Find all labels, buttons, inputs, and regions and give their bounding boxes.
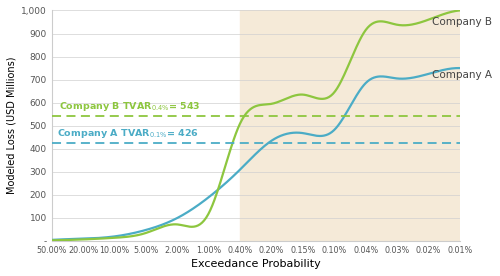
X-axis label: Exceedance Probability: Exceedance Probability [191, 259, 320, 269]
Text: Company A TVAR$_{0.1\%}$= 426: Company A TVAR$_{0.1\%}$= 426 [57, 127, 199, 140]
Text: Company B: Company B [432, 17, 492, 27]
Text: Company A: Company A [432, 70, 492, 80]
Text: Company B TVAR$_{0.4\%}$= 543: Company B TVAR$_{0.4\%}$= 543 [58, 100, 200, 113]
Y-axis label: Modeled Loss (USD Millions): Modeled Loss (USD Millions) [7, 57, 17, 195]
Bar [240, 10, 460, 241]
